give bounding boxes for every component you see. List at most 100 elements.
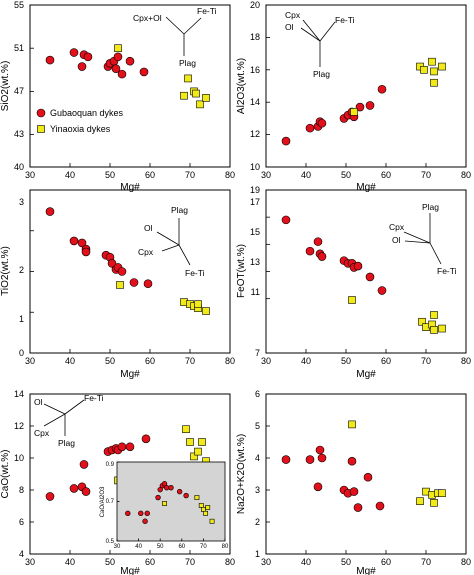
x-tick-label: 60: [145, 356, 155, 366]
data-point-gubaoquan: [353, 261, 363, 271]
vector-label: Fe-Ti: [335, 15, 355, 25]
y-tick-label: 15: [250, 227, 260, 237]
x-axis-label: Mg#: [120, 369, 140, 380]
x-tick-label: 60: [381, 170, 391, 180]
x-tick-labels: 30 40 50 60 70 80: [261, 170, 471, 180]
vector-label: Ol: [392, 235, 401, 245]
data-point-gubaoquan: [113, 52, 123, 62]
x-tick-label: 80: [225, 557, 235, 567]
x-tick-label: 70: [185, 356, 195, 366]
x-axis-label: Mg#: [356, 182, 376, 193]
data-point-gubaoquan: [125, 510, 131, 517]
data-point-yinaoxia: [430, 67, 438, 76]
data-point-gubaoquan: [125, 56, 135, 66]
data-points: [29, 207, 231, 354]
data-point-yinaoxia: [428, 57, 436, 66]
data-point-yinaoxia: [418, 317, 426, 326]
x-tick-label: 30: [25, 557, 35, 567]
data-point-gubaoquan: [305, 246, 315, 256]
y-axis-label: FeOT(wt.%): [236, 244, 247, 298]
y-tick-label: 13: [250, 257, 260, 267]
x-tick-label: 50: [105, 557, 115, 567]
data-point-gubaoquan: [69, 236, 79, 246]
data-point-gubaoquan: [77, 62, 87, 71]
data-point-gubaoquan: [77, 238, 87, 248]
x-tick-label: 70: [185, 170, 195, 180]
data-point-gubaoquan: [79, 460, 89, 469]
vector-line: [156, 231, 180, 246]
x-axis-label: Mg#: [120, 182, 140, 193]
vector-label: Cpx: [285, 10, 301, 20]
y-tick-label: 2: [19, 265, 24, 275]
data-point-yinaoxia: [430, 78, 438, 87]
vector-label: Fe-Ti: [84, 393, 104, 403]
data-point-gubaoquan: [313, 237, 323, 246]
vector-label: Plag: [58, 438, 75, 448]
y-tick-label: 43: [14, 129, 24, 139]
y-tick-label: 40: [14, 162, 24, 172]
data-point-yinaoxia: [196, 100, 204, 109]
fractionation-vectors: [43, 399, 85, 436]
vector-label: Cpx: [138, 247, 154, 257]
cao-al2o3-inset: 30 40 50 60 70 80 0.5 0.7 0.9 CaO/Al2O3: [100, 461, 229, 550]
data-point-gubaoquan: [142, 518, 148, 524]
vector-line: [183, 17, 202, 35]
data-point-gubaoquan: [117, 69, 127, 79]
vector-line: [64, 399, 85, 415]
data-point-yinaoxia: [184, 74, 192, 83]
data-point-gubaoquan: [347, 456, 357, 466]
cao-panel: 30 40 50 60 70 80 4 6 8 10 12 14 Mg# CaO…: [0, 389, 235, 575]
y-tick-label: 8: [19, 485, 24, 495]
data-point-gubaoquan: [125, 442, 135, 452]
data-point-yinaoxia: [192, 89, 200, 98]
data-point-yinaoxia: [198, 503, 204, 508]
legend-label: Gubaoquan dykes: [50, 108, 124, 118]
y-tick-label: 16: [250, 65, 260, 75]
inset-data-points: [116, 461, 226, 542]
inset-x-tick-labels: 30 40 50 60 70 80: [114, 544, 229, 550]
vector-label: Plag: [313, 69, 330, 79]
vector-line: [404, 240, 431, 244]
legend-marker-yinaoxia: [37, 125, 45, 133]
data-point-yinaoxia: [182, 425, 190, 434]
inset-x-tick-label: 30: [114, 544, 121, 550]
x-tick-label: 40: [301, 557, 311, 567]
data-point-yinaoxia: [190, 452, 198, 461]
data-point-gubaoquan: [281, 455, 291, 464]
y-tick-labels: 4 6 8 10 12 14: [14, 389, 24, 559]
data-point-gubaoquan: [117, 442, 127, 452]
y-tick-label: 10: [14, 453, 24, 463]
data-point-yinaoxia: [114, 44, 122, 53]
data-point-yinaoxia: [438, 489, 446, 498]
y-tick-label: 0: [19, 348, 24, 358]
x-tick-labels: 30 40 50 60 70 80: [261, 356, 471, 366]
y-axis-label: Na2O+K2O(wt.%): [236, 434, 247, 514]
data-point-gubaoquan: [45, 207, 55, 216]
y-tick-labels: 7 11 13 15 17 19: [250, 185, 260, 358]
x-tick-label: 50: [341, 356, 351, 366]
y-tick-label: 14: [14, 389, 24, 399]
data-point-yinaoxia: [205, 505, 211, 510]
y-axis-label: Al2O3(wt.%): [236, 58, 247, 114]
y-tick-label: 11: [251, 287, 260, 297]
vector-label: Fe-Ti: [437, 266, 457, 276]
x-tick-label: 40: [301, 170, 311, 180]
data-point-gubaoquan: [365, 101, 375, 110]
feo-panel: 30 40 50 60 70 80 7 11 13 15 17 19 Mg# F…: [236, 185, 471, 380]
x-tick-label: 60: [145, 170, 155, 180]
legend-label: Yinaoxia dykes: [50, 124, 111, 134]
y-tick-labels: 10 12 14 16 18 20: [250, 0, 260, 172]
data-point-yinaoxia: [430, 311, 438, 319]
vector-line: [300, 27, 321, 42]
data-point-gubaoquan: [353, 503, 363, 512]
plot-frame: [265, 393, 467, 555]
vector-line: [302, 19, 321, 42]
x-tick-label: 50: [105, 356, 115, 366]
inset-x-tick-label: 70: [200, 544, 207, 550]
data-point-gubaoquan: [305, 455, 315, 464]
x-axis-label: Mg#: [120, 566, 140, 575]
vector-label: Plag: [422, 202, 439, 212]
data-points: [265, 393, 467, 555]
vector-label: Ol: [285, 22, 294, 32]
y-tick-label: 47: [14, 86, 24, 96]
